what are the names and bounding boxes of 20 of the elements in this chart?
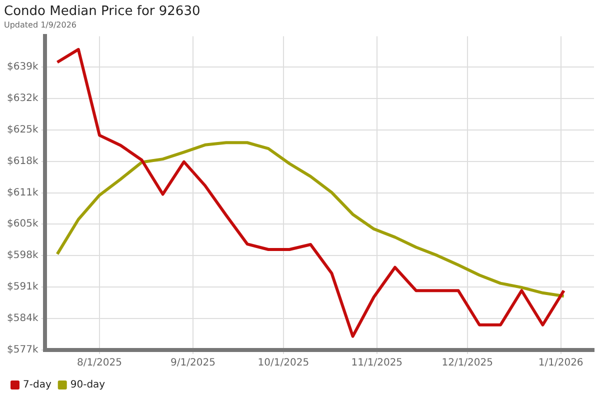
legend-label: 7-day bbox=[23, 380, 52, 391]
y-tick-label: $577k bbox=[6, 344, 38, 356]
x-tick-label: 11/1/2025 bbox=[351, 358, 403, 369]
y-tick-label: $639k bbox=[6, 61, 38, 72]
x-tick-label: 9/1/2025 bbox=[170, 358, 216, 369]
y-tick-label: $591k bbox=[6, 282, 38, 293]
x-tick-label: 10/1/2025 bbox=[258, 358, 310, 369]
y-tick-label: $632k bbox=[6, 92, 38, 104]
x-tick-label: 1/1/2026 bbox=[538, 358, 584, 369]
y-tick-label: $618k bbox=[6, 156, 38, 167]
chart-subtitle: Updated 1/9/2026 bbox=[4, 20, 77, 30]
x-tick-label: 8/1/2025 bbox=[77, 358, 122, 369]
y-tick-label: $598k bbox=[6, 250, 38, 262]
y-tick-label: $605k bbox=[6, 218, 38, 230]
x-tick-label: 12/1/2025 bbox=[442, 358, 494, 369]
legend-label: 90-day bbox=[70, 380, 106, 391]
chart-title: Condo Median Price for 92630 bbox=[4, 4, 200, 20]
y-tick-label: $625k bbox=[6, 124, 38, 136]
y-tick-label: $611k bbox=[6, 187, 38, 198]
y-tick-label: $584k bbox=[6, 313, 38, 324]
